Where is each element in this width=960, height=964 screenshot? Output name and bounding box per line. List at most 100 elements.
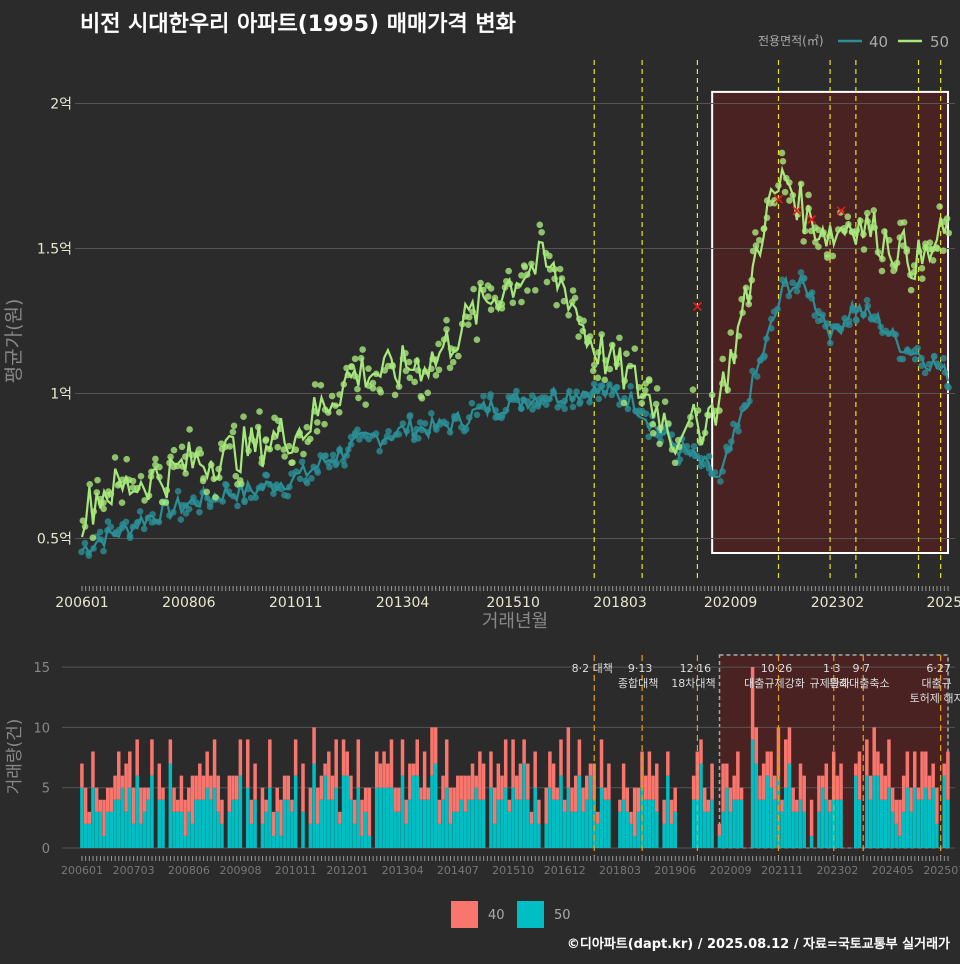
data-point: [81, 539, 89, 547]
volume-bar-50: [662, 823, 666, 848]
volume-bar-40: [87, 811, 92, 824]
volume-bar-50: [117, 799, 121, 848]
legend-label-40: 40: [869, 33, 888, 51]
chart-title: 비전 시대한우리 아파트(1995) 매매가격 변화: [80, 12, 516, 37]
volume-bar-40: [467, 775, 471, 800]
data-point: [561, 405, 568, 413]
volume-bar-50: [150, 775, 154, 848]
volume-bar-50: [389, 787, 394, 848]
volume-bar-50: [828, 811, 832, 848]
volume-bar-40: [596, 811, 600, 824]
data-point: [598, 331, 605, 338]
volume-bar-40: [312, 727, 316, 764]
volume-bar-50: [651, 799, 655, 848]
volume-bar-50: [702, 811, 707, 848]
data-point: [641, 386, 649, 394]
volume-bar-40: [279, 799, 283, 836]
x-tick-label: 201304: [376, 595, 430, 611]
volume-bar-40: [533, 751, 537, 788]
volume-bar-40: [820, 775, 825, 788]
data-point: [717, 478, 724, 485]
data-point: [546, 252, 553, 260]
volume-bar-40: [901, 775, 906, 812]
volume-bar-50: [931, 787, 935, 848]
legend-swatch-volume-50: [517, 901, 544, 928]
volume-bar-40: [931, 763, 935, 788]
volume-bar-40: [673, 787, 677, 812]
data-point: [755, 236, 763, 244]
volume-bar-50: [330, 799, 335, 848]
volume-bar-50: [559, 775, 563, 848]
data-point: [455, 352, 462, 360]
data-point: [432, 372, 440, 379]
volume-bar-40: [216, 775, 221, 812]
volume-bar-50: [588, 775, 593, 848]
data-point: [365, 365, 372, 372]
volume-bar-50: [772, 799, 777, 848]
volume-bar-50: [857, 799, 862, 848]
volume-bar-50: [831, 799, 836, 848]
volume-bar-40: [879, 763, 884, 800]
data-point: [926, 239, 934, 246]
volume-bar-40: [131, 787, 136, 824]
volume-bar-40: [621, 763, 626, 800]
data-point: [711, 469, 719, 476]
volume-bar-50: [323, 775, 327, 848]
volume-bar-40: [802, 775, 806, 812]
volume-x-tick-label: 200703: [113, 864, 155, 877]
data-point: [212, 493, 219, 501]
volume-bar-50: [551, 799, 556, 848]
data-point: [575, 333, 582, 340]
volume-bar-40: [942, 763, 946, 776]
data-point: [416, 419, 424, 426]
volume-bar-50: [338, 823, 342, 848]
volume-bar-50: [301, 811, 305, 848]
data-point: [914, 344, 921, 352]
volume-bar-50: [360, 835, 364, 848]
volume-x-tick-label: 200806: [168, 864, 210, 877]
volume-bar-50: [647, 799, 652, 848]
volume-bar-50: [426, 799, 431, 848]
volume-bar-50: [515, 799, 519, 848]
data-point: [196, 508, 203, 516]
data-point: [645, 376, 653, 383]
data-point: [178, 443, 186, 451]
data-point: [443, 326, 450, 333]
volume-bar-40: [397, 787, 401, 812]
data-point: [571, 294, 579, 302]
volume-bar-40: [935, 787, 939, 824]
data-point: [446, 364, 454, 372]
volume-bar-50: [227, 811, 232, 848]
volume-bar-50: [345, 775, 349, 848]
volume-bar-40: [784, 739, 788, 788]
data-point: [170, 446, 178, 454]
volume-bar-40: [135, 739, 139, 776]
volume-bar-40: [430, 727, 434, 776]
volume-bar-50: [102, 835, 106, 848]
volume-bar-40: [234, 775, 239, 800]
data-point: [487, 285, 495, 292]
volume-bar-50: [113, 799, 117, 848]
volume-bar-40: [334, 739, 338, 788]
volume-bar-40: [666, 751, 670, 776]
volume-bar-50: [503, 787, 508, 848]
volume-bar-40: [231, 775, 235, 800]
data-point: [289, 459, 296, 466]
volume-bar-40: [264, 799, 268, 812]
volume-bar-40: [592, 763, 596, 800]
x-tick-label: 202009: [704, 595, 757, 611]
data-point: [376, 386, 383, 393]
volume-bar-40: [566, 727, 571, 788]
volume-bar-40: [736, 751, 740, 800]
volume-bar-50: [268, 787, 272, 848]
volume-bar-40: [117, 751, 121, 800]
volume-bar-40: [636, 787, 641, 812]
data-point: [186, 426, 193, 433]
volume-bar-50: [489, 787, 493, 848]
x-tick-label: 200601: [55, 595, 108, 611]
data-point: [789, 279, 796, 287]
volume-bar-50: [736, 799, 740, 848]
volume-bar-40: [732, 775, 736, 800]
data-point: [96, 528, 104, 536]
